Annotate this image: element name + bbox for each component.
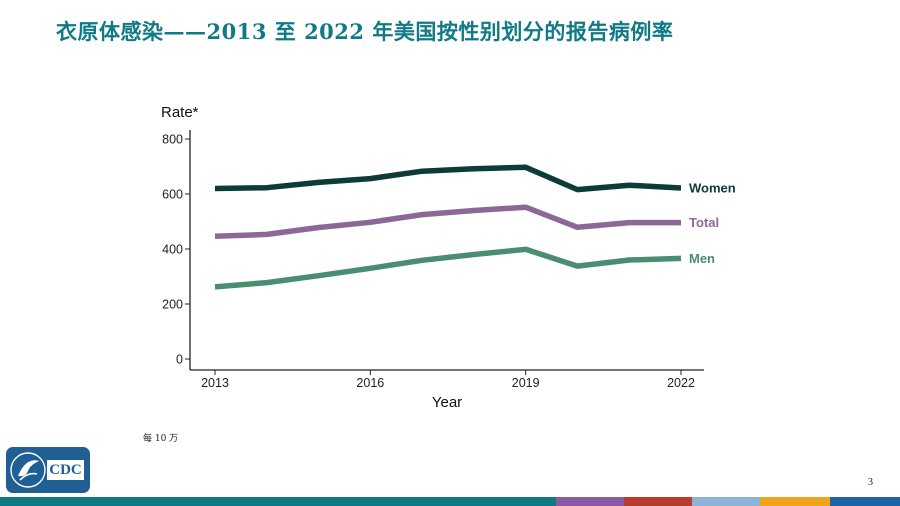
y-tick-label: 0 [176,353,183,367]
chart-axes [189,130,704,371]
series-line-women [214,164,682,193]
footer-color-segment [624,497,692,506]
series-label-women: Women [689,180,736,195]
footer-color-segment [692,497,760,506]
x-tick-label: 2013 [201,376,229,390]
x-axis-label: Year [432,394,462,411]
x-tick-label: 2016 [356,376,384,390]
footer-color-segment [0,497,556,506]
y-axis-label: Rate* [161,104,199,121]
y-tick-label: 600 [162,188,183,202]
series-label-total: Total [689,215,719,230]
footer-color-segment [760,497,830,506]
chart-series [214,164,682,290]
cdc-logo-text: CDC [47,460,84,480]
footer-color-bar [0,497,900,506]
y-tick-label: 200 [162,298,183,312]
footer-color-segment [556,497,624,506]
footnote: 每 10 万 [143,434,179,444]
hhs-eagle-icon [10,452,46,488]
chart-ticks: 0 200 400 600 800 2013 2016 2019 2022 [162,133,695,391]
series-line-men [214,246,682,290]
chart-series-labels: Women Total Men [689,180,736,265]
page-number: 3 [868,477,873,488]
y-tick-label: 800 [162,133,183,147]
series-line-total [214,204,681,240]
x-tick-label: 2022 [667,376,695,390]
series-label-men: Men [689,251,715,266]
footer-color-segment [830,497,900,506]
slide-title: 衣原体感染——2013 至 2022 年美国按性别划分的报告病例率 [56,19,674,44]
cdc-logo: CDC [6,447,90,493]
x-tick-label: 2019 [512,376,540,390]
y-tick-label: 400 [162,243,183,257]
